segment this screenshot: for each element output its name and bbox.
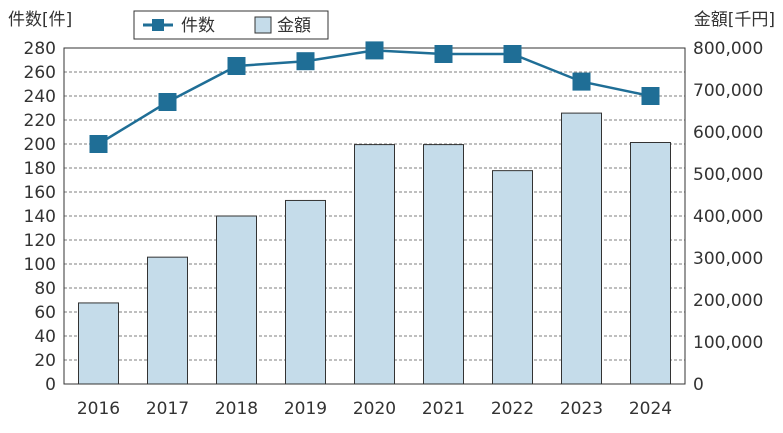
right-tick-label: 300,000 (693, 249, 763, 269)
right-axis-title: 金額[千円] (694, 10, 775, 30)
bar-amount-2024 (630, 142, 671, 385)
right-tick-label: 600,000 (693, 123, 763, 143)
x-tick-label: 2016 (77, 399, 120, 419)
right-tick-label: 500,000 (693, 165, 763, 185)
marker-count-2020 (365, 41, 384, 60)
x-tick-label: 2024 (629, 399, 672, 419)
bar-amount-2016 (78, 302, 119, 385)
left-tick-label: 200 (24, 135, 56, 155)
line-series (89, 41, 660, 153)
marker-count-2019 (296, 52, 315, 71)
marker-count-2023 (572, 72, 591, 91)
left-tick-label: 220 (24, 111, 56, 131)
left-tick-label: 160 (24, 183, 56, 203)
bar-amount-2022 (492, 170, 533, 385)
marker-count-2021 (434, 45, 453, 63)
left-tick-label: 280 (24, 39, 56, 59)
left-tick-label: 260 (24, 63, 56, 83)
legend: 件数 金額 (133, 10, 329, 40)
bar-amount-2018 (216, 215, 257, 385)
marker-count-2018 (227, 57, 246, 75)
right-tick-label: 100,000 (693, 333, 763, 353)
left-tick-label: 180 (24, 159, 56, 179)
bar-amount-2019 (285, 199, 326, 385)
x-tick-label: 2020 (353, 399, 396, 419)
legend-marker-swatch (152, 19, 164, 31)
marker-count-2022 (503, 45, 522, 63)
x-tick-label: 2021 (422, 399, 465, 419)
left-tick-label: 60 (34, 303, 56, 323)
left-axis-title: 件数[件] (8, 10, 72, 30)
x-tick-label: 2019 (284, 399, 327, 419)
left-tick-label: 240 (24, 87, 56, 107)
bar-amount-2020 (354, 144, 395, 385)
legend-label-amount: 金額 (277, 16, 311, 36)
left-tick-label: 80 (34, 279, 56, 299)
left-axis-ticks: 0 20 40 60 80 100 120 140 160 180 200 220 240 260 280 (24, 39, 56, 395)
x-tick-label: 2018 (215, 399, 258, 419)
marker-count-2024 (641, 87, 660, 105)
left-tick-label: 40 (34, 327, 56, 347)
left-tick-label: 20 (34, 351, 56, 371)
bar-amount-2021 (423, 144, 464, 385)
left-tick-label: 0 (45, 375, 56, 395)
marker-count-2016 (89, 135, 108, 153)
bar-amount-2023 (561, 112, 602, 385)
right-tick-label: 700,000 (693, 81, 763, 101)
x-axis-ticks: 2016 2017 2018 2019 2020 2021 2022 2023 2024 (77, 399, 672, 419)
legend-bar-swatch (254, 16, 272, 34)
marker-count-2017 (158, 93, 177, 111)
x-tick-label: 2022 (491, 399, 534, 419)
right-tick-label: 800,000 (693, 39, 763, 59)
bar-series (78, 112, 671, 385)
right-axis-ticks: 0 100,000 200,000 300,000 400,000 500,000 600,… (693, 39, 763, 395)
x-tick-label: 2023 (560, 399, 603, 419)
right-tick-label: 400,000 (693, 207, 763, 227)
right-tick-label: 0 (693, 375, 704, 395)
left-tick-label: 100 (24, 255, 56, 275)
left-tick-label: 140 (24, 207, 56, 227)
legend-label-count: 件数 (181, 16, 215, 36)
x-tick-label: 2017 (146, 399, 189, 419)
left-tick-label: 120 (24, 231, 56, 251)
bar-amount-2017 (147, 256, 188, 385)
right-tick-label: 200,000 (693, 291, 763, 311)
